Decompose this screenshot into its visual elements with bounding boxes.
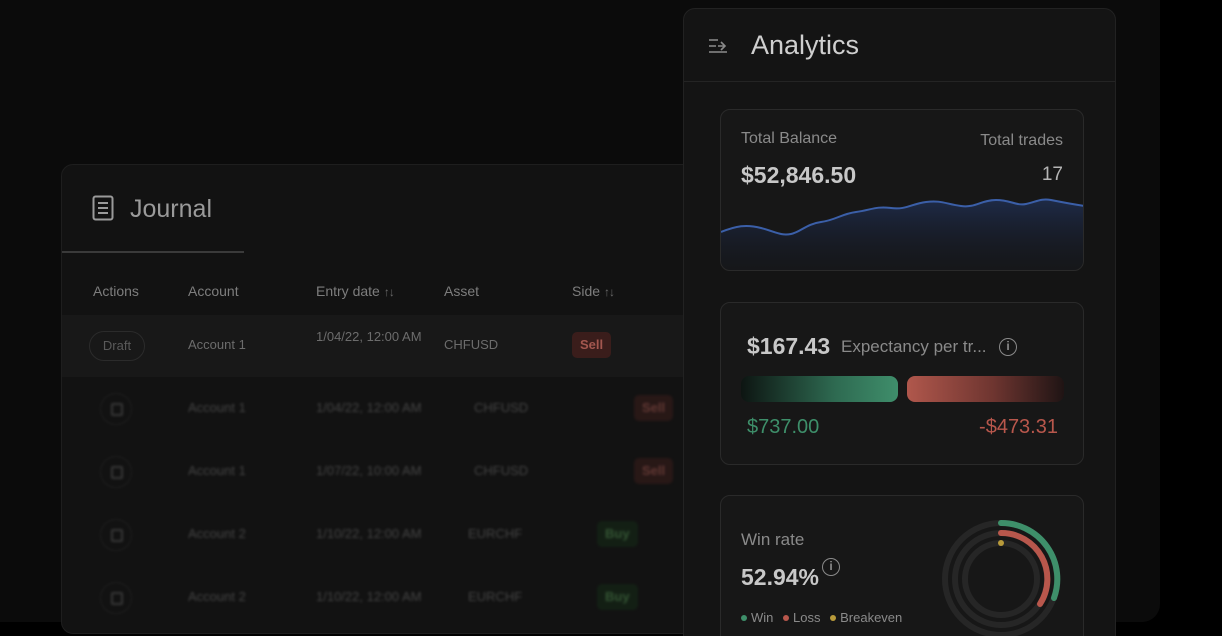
journal-entry-icon[interactable] bbox=[100, 456, 132, 488]
analytics-header: Analytics bbox=[684, 9, 1115, 82]
cell-asset: CHFUSD bbox=[474, 463, 529, 478]
info-icon[interactable]: i bbox=[999, 338, 1017, 356]
sort-icon[interactable]: ↑↓ bbox=[604, 285, 615, 299]
collapse-panel-icon[interactable] bbox=[708, 37, 728, 55]
avg-win-value: $737.00 bbox=[747, 416, 820, 438]
cell-entry-date: 1/04/22, 12:00 AM bbox=[316, 400, 422, 415]
cell-account: Account 2 bbox=[188, 589, 246, 604]
total-trades-label: Total trades bbox=[980, 132, 1063, 149]
legend-win: Win bbox=[741, 610, 773, 625]
table-row[interactable]: Account 1 1/07/22, 10:00 AM CHFUSD Sell bbox=[62, 440, 720, 502]
cell-account: Account 1 bbox=[188, 400, 246, 415]
draft-button[interactable]: Draft bbox=[89, 331, 145, 361]
tab-journal[interactable]: Journal bbox=[62, 165, 244, 253]
expectancy-value: $167.43 bbox=[747, 333, 831, 359]
cell-asset: CHFUSD bbox=[444, 337, 499, 352]
cell-account: Account 1 bbox=[188, 337, 246, 352]
col-entry-date[interactable]: Entry date ↑↓ bbox=[316, 283, 395, 299]
avg-loss-bar bbox=[907, 376, 1064, 402]
breakeven-dot bbox=[998, 540, 1004, 546]
journal-icon bbox=[92, 195, 114, 221]
table-row[interactable]: Draft Account 1 1/04/22, 12:00 AM CHFUSD… bbox=[62, 315, 720, 377]
cell-entry-date: 1/10/22, 12:00 AM bbox=[316, 526, 422, 541]
cell-account: Account 1 bbox=[188, 463, 246, 478]
side-badge: Sell bbox=[634, 458, 674, 484]
side-badge: Sell bbox=[572, 332, 612, 358]
total-trades-value: 17 bbox=[1041, 164, 1063, 185]
winrate-legend: Win Loss Breakeven bbox=[741, 610, 908, 625]
avg-loss-value: -$473.31 bbox=[979, 416, 1058, 438]
col-account: Account bbox=[188, 283, 239, 299]
table-row[interactable]: Account 2 1/10/22, 12:00 AM EURCHF Buy bbox=[62, 503, 720, 565]
journal-entry-icon[interactable] bbox=[100, 393, 132, 425]
balance-sparkline bbox=[721, 198, 1083, 270]
balance-card: Total Balance $52,846.50 Total trades 17 bbox=[720, 109, 1084, 271]
cell-asset: CHFUSD bbox=[474, 400, 529, 415]
col-asset: Asset bbox=[444, 283, 480, 299]
col-side-label: Side bbox=[572, 283, 601, 299]
winrate-donut-chart bbox=[942, 519, 1061, 636]
side-badge: Buy bbox=[597, 521, 638, 547]
col-entry-date-label: Entry date bbox=[316, 283, 380, 299]
table-row[interactable]: Account 2 1/10/22, 12:00 AM EURCHF Buy bbox=[62, 566, 720, 628]
avg-win-bar bbox=[741, 376, 898, 402]
winrate-label: Win rate bbox=[741, 530, 805, 549]
legend-loss: Loss bbox=[783, 610, 820, 625]
cell-entry-date: 1/04/22, 12:00 AM bbox=[316, 329, 422, 344]
expectancy-card: $167.43 Expectancy per tr... i $737.00 -… bbox=[720, 302, 1084, 465]
cell-entry-date: 1/07/22, 10:00 AM bbox=[316, 463, 422, 478]
journal-entry-icon[interactable] bbox=[100, 582, 132, 614]
journal-title: Journal bbox=[130, 195, 212, 223]
cell-asset: EURCHF bbox=[468, 526, 523, 541]
side-badge: Buy bbox=[597, 584, 638, 610]
journal-entry-icon[interactable] bbox=[100, 519, 132, 551]
total-balance-label: Total Balance bbox=[741, 130, 838, 147]
col-actions: Actions bbox=[93, 283, 139, 299]
analytics-title: Analytics bbox=[751, 30, 860, 60]
total-balance-value: $52,846.50 bbox=[741, 162, 857, 188]
sort-icon[interactable]: ↑↓ bbox=[383, 285, 395, 299]
side-badge: Sell bbox=[634, 395, 674, 421]
cell-entry-date: 1/10/22, 12:00 AM bbox=[316, 589, 422, 604]
legend-breakeven: Breakeven bbox=[830, 610, 902, 625]
analytics-panel: Analytics Total Balance $52,846.50 Total… bbox=[683, 8, 1116, 636]
table-row[interactable]: Account 1 1/04/22, 12:00 AM CHFUSD Sell bbox=[62, 377, 720, 439]
winrate-card: Win rate 52.94% i Win Loss Breakeven bbox=[720, 495, 1084, 636]
info-icon[interactable]: i bbox=[822, 558, 840, 576]
win-arc bbox=[998, 519, 1061, 601]
journal-header: Journal bbox=[62, 165, 720, 253]
winrate-value: 52.94% bbox=[741, 564, 820, 590]
cell-asset: EURCHF bbox=[468, 589, 523, 604]
cell-account: Account 2 bbox=[188, 526, 246, 541]
journal-panel: Journal Actions Account Entry date ↑↓ Ass… bbox=[61, 164, 721, 634]
col-side[interactable]: Side ↑↓ bbox=[572, 283, 615, 299]
loss-arc bbox=[998, 529, 1051, 607]
expectancy-label: Expectancy per tr... bbox=[841, 337, 987, 356]
journal-table-header: Actions Account Entry date ↑↓ Asset Side ↑… bbox=[62, 275, 720, 305]
